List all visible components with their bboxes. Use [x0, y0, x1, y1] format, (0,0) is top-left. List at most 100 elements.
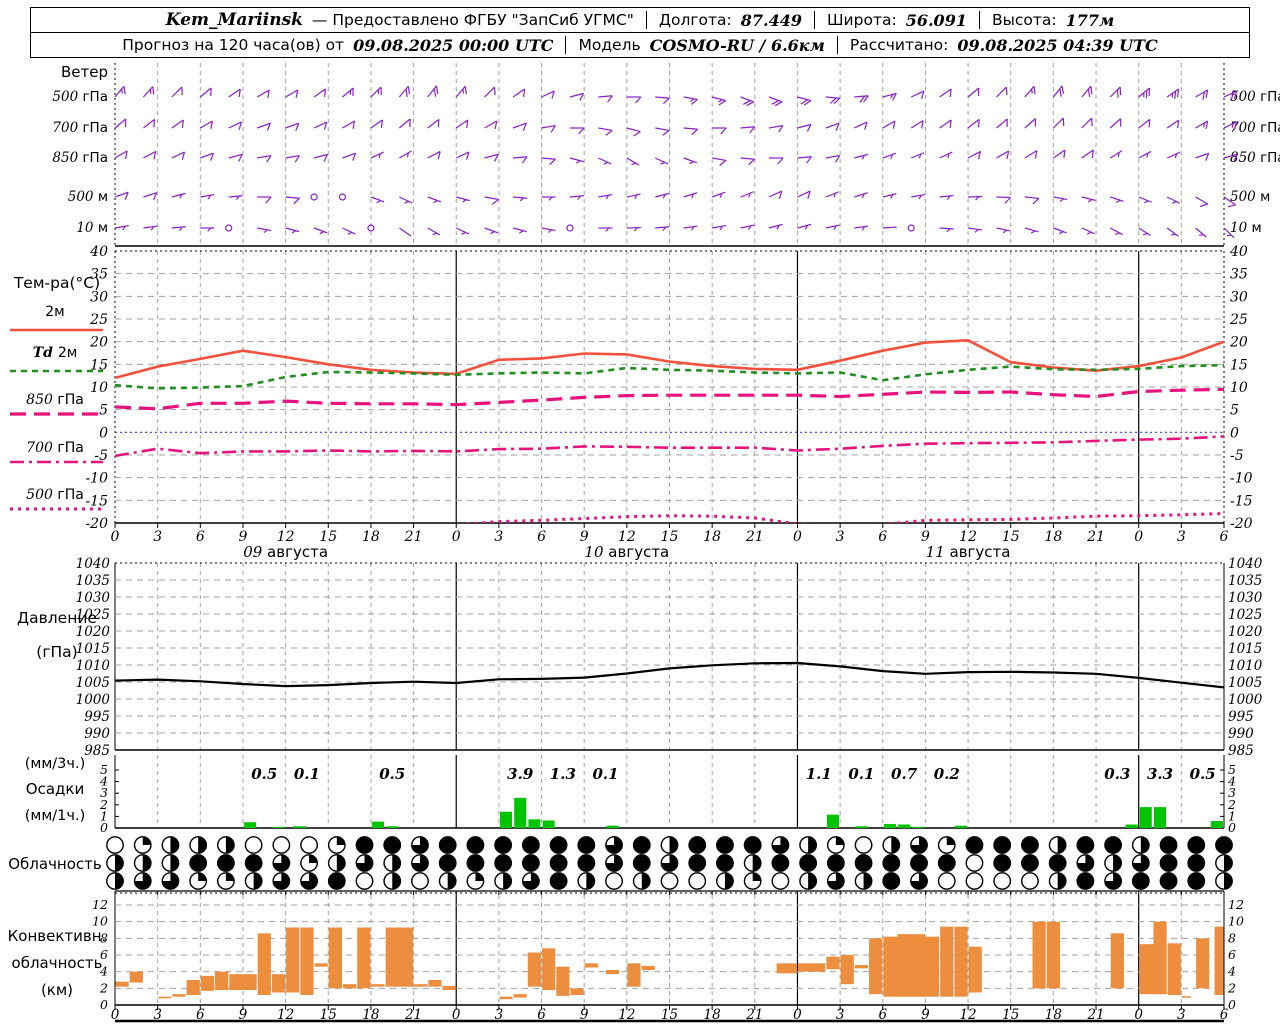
cloud-cover-icon: [438, 854, 457, 872]
temp-ytick-right: 0: [1230, 425, 1239, 441]
convective-cloud-bar: [627, 963, 641, 987]
convective-cloud-bar: [897, 934, 925, 997]
convective-cloud-bar: [1196, 938, 1210, 989]
cloud-cover-icon: [216, 854, 235, 872]
precip-ytick-left: 3: [100, 785, 108, 800]
conv-ytick-left: 4: [99, 964, 108, 979]
cloud-cover-icon: [882, 854, 901, 872]
convective-cloud-bar: [229, 974, 257, 990]
cloud-panel-title: Облачность: [8, 855, 102, 873]
pressure-ytick-left: 1015: [76, 641, 110, 657]
cloud-cover-fill: [835, 836, 845, 845]
precip-bar: [372, 821, 385, 828]
conv-xtick: 9: [921, 1007, 930, 1023]
pressure-ytick-right: 1015: [1228, 641, 1262, 657]
cloud-cover-icon: [716, 836, 734, 854]
conv-ytick-left: 6: [100, 947, 108, 962]
convective-cloud-bar: [570, 988, 584, 995]
conv-title-1: Конвективн.: [8, 927, 107, 945]
conv-xtick: 12: [277, 1007, 294, 1023]
calm-wind-icon: [907, 224, 915, 232]
legend-entry-label: Td 2м: [33, 345, 78, 361]
temp-xtick: 15: [1002, 529, 1020, 545]
conv-xtick: 12: [959, 1007, 976, 1023]
temp-ytick-left: 15: [90, 357, 108, 373]
pressure-ytick-right: 985: [1228, 743, 1254, 759]
conv-ytick-left: 0: [100, 997, 108, 1012]
cloud-cover-fill: [891, 836, 900, 854]
cloud-cover-fill: [752, 854, 761, 872]
longitude-label: Долгота:: [658, 11, 732, 29]
run-time-value: 09.08.2025 00:00 UTC: [353, 35, 554, 55]
cloud-cover-icon: [965, 836, 984, 854]
cloud-cover-icon: [521, 836, 540, 854]
convective-cloud-bar: [584, 963, 598, 968]
temp-xtick: 0: [793, 529, 802, 545]
convective-cloud-bar: [342, 984, 357, 989]
convective-cloud-bar: [371, 984, 385, 987]
cloud-cover-icon: [965, 854, 984, 872]
conv-xtick: 6: [196, 1007, 205, 1023]
temp-xtick: 18: [1044, 529, 1062, 545]
temp-xtick: 18: [703, 529, 721, 545]
precip-ytick-right: 2: [1227, 797, 1236, 812]
convective-cloud-bar: [968, 946, 982, 993]
temp-xtick: 9: [921, 529, 930, 545]
temp-xtick: 12: [618, 529, 636, 545]
cloud-cover-icon: [244, 836, 263, 854]
conv-ytick-right: 2: [1227, 980, 1236, 995]
cloud-cover-icon: [438, 836, 457, 854]
header-divider: [978, 11, 980, 29]
temp-xtick: 6: [1220, 529, 1229, 545]
precip-ytick-left: 5: [100, 762, 108, 777]
temp-xtick: 0: [1134, 529, 1143, 545]
cloud-cover-icon: [1187, 872, 1206, 890]
cloud-cover-icon: [993, 854, 1012, 872]
cloud-cover-fill: [827, 872, 845, 890]
cloud-cover-icon: [1076, 836, 1095, 854]
cloud-cover-icon: [937, 854, 956, 872]
precip-bar: [898, 824, 911, 828]
cloud-cover-fill: [142, 836, 151, 845]
convective-cloud-bar: [357, 927, 371, 989]
cloud-cover-fill: [1224, 872, 1233, 890]
cloud-cover-icon: [632, 836, 651, 854]
cloud-cover-icon: [1159, 854, 1178, 872]
precip-3h-value: 0.1: [592, 765, 618, 783]
cloud-cover-icon: [688, 836, 707, 854]
cloud-cover-fill: [447, 872, 456, 890]
cloud-cover-icon: [716, 854, 734, 872]
temp-line-1: [115, 363, 1224, 390]
cloud-cover-fill: [1077, 854, 1094, 872]
pressure-ytick-right: 1000: [1228, 692, 1263, 708]
cloud-cover-fill: [910, 836, 928, 854]
altitude-value: 177м: [1065, 10, 1115, 30]
pressure-ytick-left: 1010: [76, 658, 111, 674]
calm-wind-icon: [225, 224, 233, 232]
cloud-cover-icon: [577, 854, 596, 872]
calm-wind-icon: [338, 193, 347, 201]
precip-ytick-right: 5: [1228, 762, 1236, 777]
precip-ytick-left: 1: [100, 808, 108, 823]
precip-bar: [912, 826, 925, 828]
cloud-cover-icon: [1187, 854, 1206, 872]
conv-xtick: 18: [1045, 1007, 1063, 1023]
precip-bar: [272, 826, 285, 828]
pressure-ytick-left: 1040: [76, 556, 111, 572]
precip-3h-value: 1.3: [550, 765, 576, 783]
wind-level-label-left: 500 гПа: [52, 89, 108, 105]
precip-3h-value: 0.5: [251, 765, 277, 783]
conv-title-3: (км): [41, 981, 73, 999]
conv-ytick-left: 8: [100, 930, 108, 945]
cloud-cover-fill: [162, 872, 179, 890]
cloud-cover-row: [106, 872, 1233, 890]
conv-xtick: 15: [661, 1007, 678, 1023]
header-divider: [836, 36, 838, 54]
convective-cloud-bar: [641, 965, 655, 970]
conv-xtick: 21: [1086, 1007, 1104, 1023]
convective-cloud-bar: [271, 974, 286, 993]
temp-xtick: 21: [1086, 529, 1105, 545]
